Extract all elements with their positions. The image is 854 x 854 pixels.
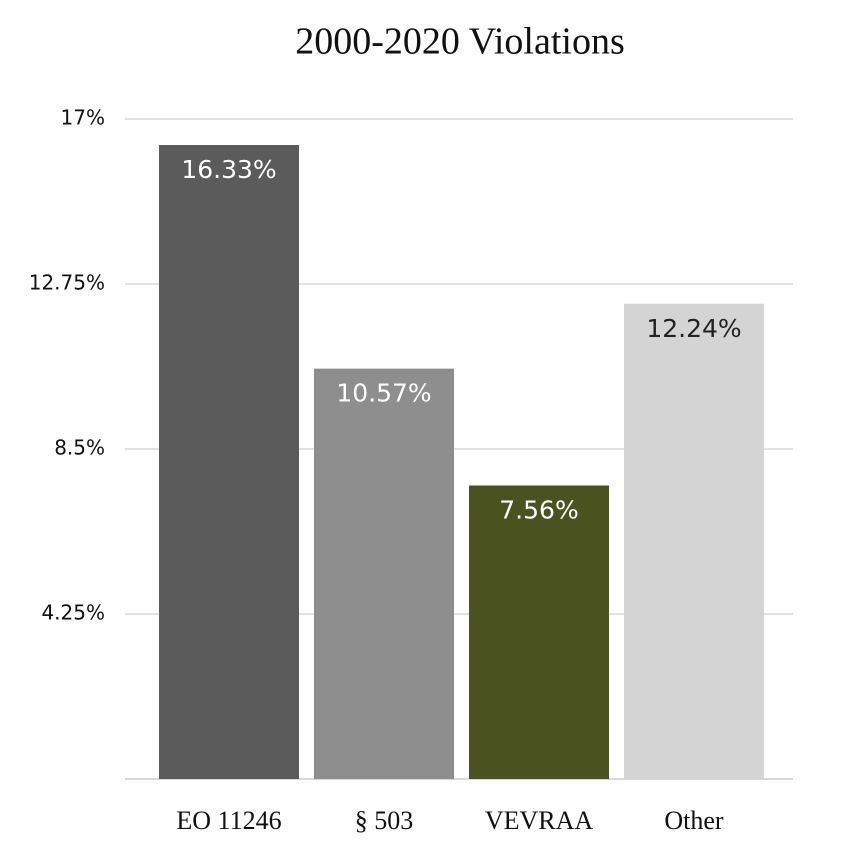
value-label: 10.57% bbox=[336, 379, 431, 408]
bar bbox=[469, 485, 609, 779]
chart-title: 2000-2020 Violations bbox=[295, 21, 625, 63]
x-tick-label: EO 11246 bbox=[176, 806, 281, 835]
y-tick-label: 17% bbox=[61, 106, 105, 130]
x-tick-label: VEVRAA bbox=[485, 806, 594, 835]
y-tick-label: 4.25% bbox=[41, 601, 105, 625]
x-tick-label: § 503 bbox=[355, 806, 414, 835]
value-label: 12.24% bbox=[646, 314, 741, 343]
value-label: 7.56% bbox=[499, 495, 578, 524]
value-label: 16.33% bbox=[181, 155, 276, 184]
y-tick-label: 12.75% bbox=[29, 271, 105, 295]
bar bbox=[159, 145, 299, 779]
bar bbox=[624, 303, 764, 779]
y-tick-label: 8.5% bbox=[54, 436, 105, 460]
bar bbox=[314, 368, 454, 779]
x-tick-label: Other bbox=[664, 806, 724, 835]
